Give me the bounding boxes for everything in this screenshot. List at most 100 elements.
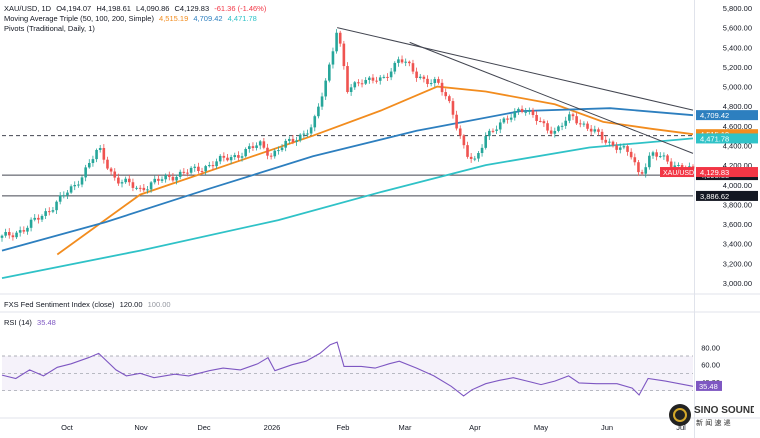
candle-body — [469, 156, 473, 159]
candle-body — [171, 176, 175, 181]
candle-body — [58, 195, 62, 202]
price-label-bg — [696, 110, 758, 121]
candle-body — [669, 161, 673, 167]
price-label: 4,709.42 — [700, 111, 729, 120]
y-tick-label: 3,000.00 — [723, 279, 752, 288]
candle-body — [284, 140, 287, 148]
candle-body — [273, 150, 277, 157]
candle-body — [553, 130, 557, 134]
candle-body — [135, 187, 138, 189]
candle-body — [575, 116, 578, 124]
ma-label: Moving Average Triple (50, 100, 200, Sim… — [4, 14, 154, 23]
candle-body — [589, 128, 593, 132]
candle-body — [131, 182, 135, 188]
candle-body — [18, 230, 22, 233]
candle-body — [73, 185, 77, 187]
candle-body — [357, 82, 360, 84]
candle-body — [258, 141, 262, 146]
candle-body — [248, 146, 251, 150]
candle-body — [531, 110, 535, 116]
candle-body — [349, 87, 353, 93]
candle-body — [291, 138, 295, 142]
trend-line — [337, 27, 694, 111]
candle-body — [491, 130, 495, 132]
candle-body — [466, 145, 469, 157]
candle-body — [244, 149, 247, 157]
candle-body — [462, 135, 466, 146]
candle-body — [288, 138, 291, 141]
candle-body — [29, 219, 33, 228]
price-label: 4,471.78 — [700, 134, 729, 143]
rsi-tick-label: 80.00 — [701, 343, 720, 352]
candle-body — [211, 165, 215, 167]
level-label-bg — [696, 190, 758, 201]
candle-body — [524, 111, 528, 113]
pivots-header[interactable]: Pivots (Traditional, Daily, 1) — [4, 24, 98, 33]
candle-body — [306, 133, 309, 135]
candle-body — [371, 77, 375, 81]
rsi-label: RSI (14) — [4, 318, 32, 327]
candle-body — [204, 166, 207, 172]
candle-body — [586, 123, 589, 129]
candle-body — [182, 171, 186, 173]
candle-body — [346, 66, 349, 93]
rsi-value-label-bg — [696, 380, 722, 391]
high-value: H4,198.61 — [96, 4, 131, 13]
candle-body — [622, 146, 626, 148]
candle-body — [320, 96, 324, 107]
y-tick-label: 3,400.00 — [723, 240, 752, 249]
candle-body — [560, 125, 564, 127]
candle-body — [615, 145, 618, 150]
candle-body — [26, 227, 29, 232]
y-tick-label: 5,600.00 — [723, 24, 752, 33]
symbol-tag-bg — [660, 167, 694, 178]
candle-body — [360, 83, 364, 85]
candle-body — [33, 217, 37, 220]
sentiment-label: FXS Fed Sentiment Index (close) — [4, 300, 115, 309]
candle-body — [298, 134, 302, 141]
candle-body — [218, 155, 222, 162]
candle-body — [226, 157, 229, 161]
candle-body — [655, 152, 658, 157]
candle-body — [626, 146, 629, 152]
sentiment-header[interactable]: FXS Fed Sentiment Index (close) 120.00 1… — [4, 300, 174, 309]
candle-body — [517, 108, 520, 112]
candle-body — [506, 118, 509, 120]
candle-body — [535, 115, 538, 121]
y-tick-label: 4,800.00 — [723, 102, 752, 111]
sentiment-value: 120.00 — [119, 300, 143, 309]
candle-body — [422, 76, 426, 79]
sentiment-value-2: 100.00 — [147, 300, 171, 309]
candle-body — [189, 167, 193, 173]
y-tick-label: 5,400.00 — [723, 43, 752, 52]
ma-header[interactable]: Moving Average Triple (50, 100, 200, Sim… — [4, 14, 260, 23]
candle-body — [106, 159, 109, 169]
rsi-header[interactable]: RSI (14) 35.48 — [4, 318, 59, 327]
candle-body — [397, 59, 400, 63]
price-label: 4,129.83 — [700, 168, 729, 177]
candle-body — [142, 187, 146, 191]
candle-body — [338, 32, 342, 44]
x-tick-label: 2026 — [264, 423, 281, 432]
candle-body — [473, 158, 477, 160]
candle-body — [593, 129, 597, 132]
candle-body — [146, 189, 149, 191]
logo-text-en: SINO SOUND — [694, 405, 754, 416]
candle-body — [22, 230, 26, 232]
candle-body — [662, 155, 666, 157]
y-tick-label: 5,000.00 — [723, 83, 752, 92]
candle-body — [364, 79, 367, 84]
candle-body — [178, 171, 182, 177]
candle-body — [251, 146, 255, 148]
candle-body — [408, 61, 411, 64]
candle-body — [637, 162, 640, 173]
candle-body — [568, 114, 571, 121]
candle-body — [415, 71, 418, 78]
candle-body — [233, 155, 237, 158]
candle-body — [269, 155, 273, 157]
candle-body — [309, 127, 313, 134]
x-tick-label: Feb — [337, 423, 350, 432]
candle-body — [11, 235, 15, 238]
symbol-label[interactable]: XAU/USD, 1D — [4, 4, 52, 13]
